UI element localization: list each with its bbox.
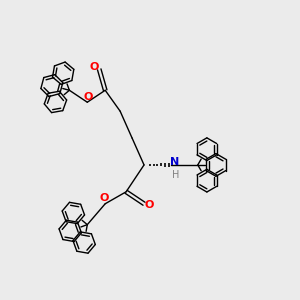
- Text: O: O: [99, 194, 108, 203]
- Text: O: O: [83, 92, 93, 102]
- Text: O: O: [89, 62, 98, 72]
- Text: H: H: [172, 170, 179, 180]
- Text: N: N: [170, 157, 179, 167]
- Text: O: O: [145, 200, 154, 210]
